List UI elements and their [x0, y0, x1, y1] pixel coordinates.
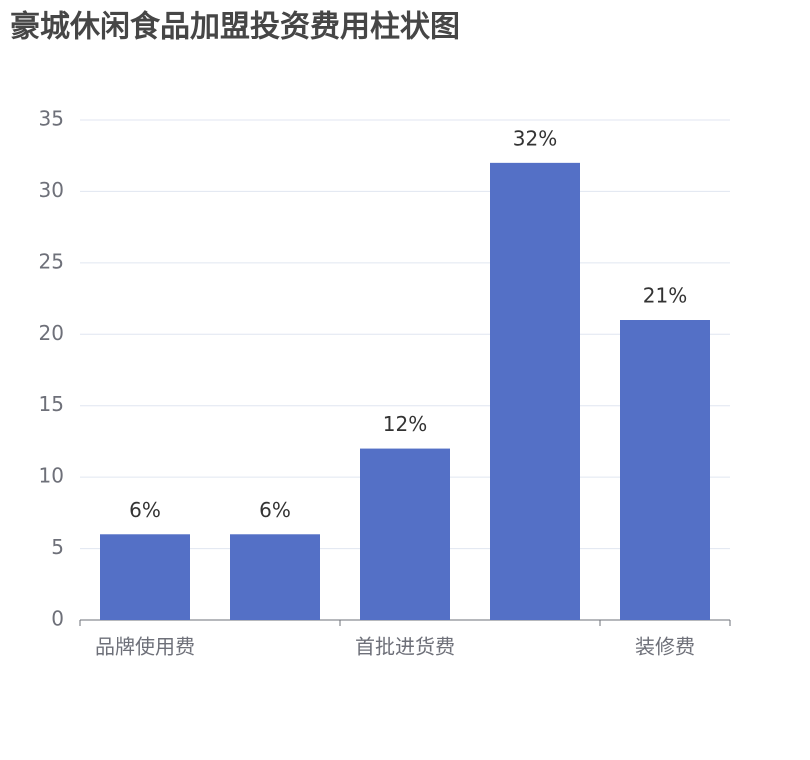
y-tick-label: 10	[39, 464, 64, 488]
y-tick-label: 30	[39, 178, 64, 202]
y-tick-label: 25	[39, 249, 64, 273]
bar	[620, 320, 710, 620]
bar	[360, 448, 450, 620]
value-label: 21%	[643, 284, 687, 308]
bar	[230, 534, 320, 620]
y-tick-label: 15	[39, 392, 64, 416]
x-tick-label: 装修费	[635, 635, 695, 659]
x-tick-label: 品牌使用费	[95, 635, 195, 659]
bar	[100, 534, 190, 620]
y-tick-label: 5	[51, 535, 64, 559]
value-label: 12%	[383, 412, 427, 436]
value-label: 6%	[259, 498, 291, 522]
y-tick-label: 20	[39, 321, 64, 345]
bar	[490, 162, 580, 620]
x-tick-label: 首批进货费	[355, 635, 455, 659]
value-label: 6%	[129, 498, 161, 522]
y-tick-label: 35	[39, 107, 64, 131]
value-label: 32%	[513, 126, 557, 150]
y-tick-label: 0	[51, 607, 64, 631]
chart-title: 豪城休闲食品加盟投资费用柱状图	[10, 10, 460, 45]
